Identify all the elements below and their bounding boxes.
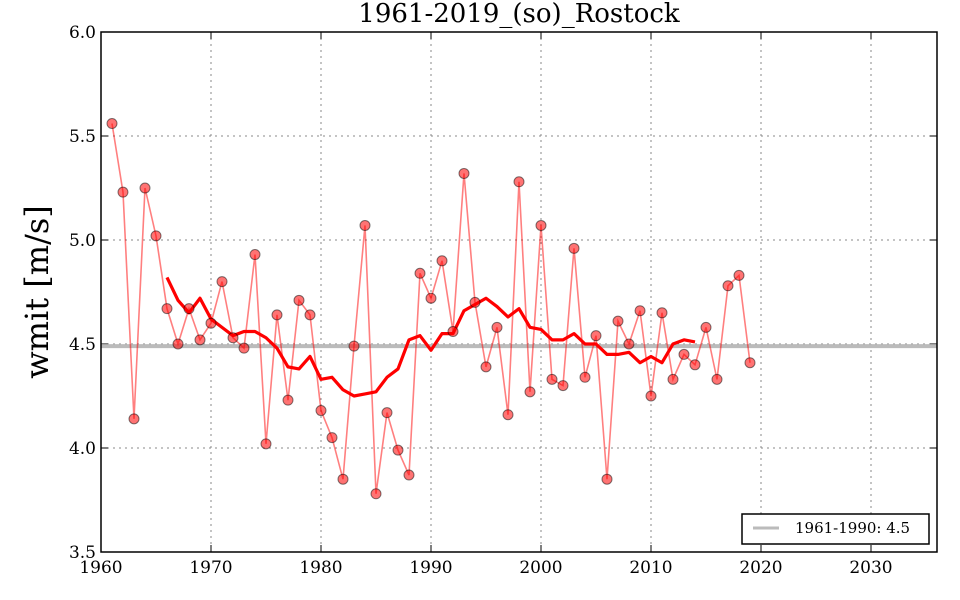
data-point — [436, 255, 448, 267]
x-tick-label: 2010 — [629, 558, 672, 578]
data-point — [667, 373, 679, 385]
data-point — [447, 326, 459, 338]
data-point — [150, 230, 162, 242]
data-point — [381, 407, 393, 419]
data-point — [513, 176, 525, 188]
data-point — [403, 469, 415, 481]
data-point — [711, 373, 723, 385]
x-tick-label: 1980 — [299, 558, 342, 578]
data-point — [117, 186, 129, 198]
plot-frame — [100, 31, 938, 553]
data-point — [271, 309, 283, 321]
legend: 1961-1990: 4.5 — [741, 513, 930, 545]
data-point — [623, 338, 635, 350]
x-tick-label: 1970 — [189, 558, 232, 578]
gridlines — [100, 31, 937, 553]
data-point — [216, 276, 228, 288]
y-tick-label: 3.5 — [69, 543, 96, 563]
data-point — [601, 473, 613, 485]
data-point — [337, 473, 349, 485]
data-point — [304, 309, 316, 321]
y-tick-label: 5.0 — [69, 231, 96, 251]
data-point — [634, 305, 646, 317]
data-point — [645, 390, 657, 402]
data-point — [414, 267, 426, 279]
data-point — [458, 167, 470, 179]
moving-average-line — [165, 276, 696, 398]
data-point — [612, 315, 624, 327]
data-point — [238, 342, 250, 354]
x-tick-label: 2000 — [519, 558, 562, 578]
data-point — [425, 292, 437, 304]
data-point — [194, 334, 206, 346]
data-point — [491, 321, 503, 333]
data-point — [722, 280, 734, 292]
y-axis-label: wmit [m/s] — [18, 205, 56, 379]
data-point — [656, 307, 668, 319]
data-point — [326, 432, 338, 444]
x-tick-label: 2020 — [739, 558, 782, 578]
data-point — [370, 488, 382, 500]
data-point — [579, 371, 591, 383]
data-point — [260, 438, 272, 450]
data-point — [249, 249, 261, 261]
data-point — [227, 332, 239, 344]
data-point — [733, 269, 745, 281]
axis-ticks — [100, 31, 937, 553]
data-point — [315, 405, 327, 417]
data-point — [689, 359, 701, 371]
x-tick-labels: 1960 1970 1980 1990 2000 2010 2020 2030 — [79, 558, 892, 578]
x-tick-label: 1960 — [79, 558, 122, 578]
x-tick-label: 2030 — [849, 558, 892, 578]
data-point — [469, 296, 481, 308]
legend-label: 1961-1990: 4.5 — [795, 519, 910, 537]
data-point — [524, 386, 536, 398]
data-point — [161, 303, 173, 315]
annual-points — [106, 118, 756, 500]
data-point — [568, 242, 580, 254]
data-point — [282, 394, 294, 406]
data-point — [172, 338, 184, 350]
data-point — [183, 303, 195, 315]
data-point — [590, 330, 602, 342]
data-point — [557, 380, 569, 392]
data-point — [106, 118, 118, 130]
data-point — [744, 357, 756, 369]
data-point — [139, 182, 151, 194]
y-tick-label: 5.5 — [69, 127, 96, 147]
data-point — [700, 321, 712, 333]
data-point — [128, 413, 140, 425]
data-point — [348, 340, 360, 352]
data-point — [359, 219, 371, 231]
chart-title: 1961-2019_(so)_Rostock — [358, 0, 680, 29]
data-point — [535, 219, 547, 231]
y-tick-labels: 3.5 4.0 4.5 5.0 5.5 6.0 — [69, 23, 96, 563]
data-point — [678, 348, 690, 360]
data-point — [502, 409, 514, 421]
data-point — [480, 361, 492, 373]
y-tick-label: 4.0 — [69, 439, 96, 459]
data-point — [205, 317, 217, 329]
data-point — [293, 294, 305, 306]
data-point — [392, 444, 404, 456]
x-tick-label: 1990 — [409, 558, 452, 578]
y-tick-label: 6.0 — [69, 23, 96, 43]
data-point — [546, 373, 558, 385]
y-tick-label: 4.5 — [69, 335, 96, 355]
